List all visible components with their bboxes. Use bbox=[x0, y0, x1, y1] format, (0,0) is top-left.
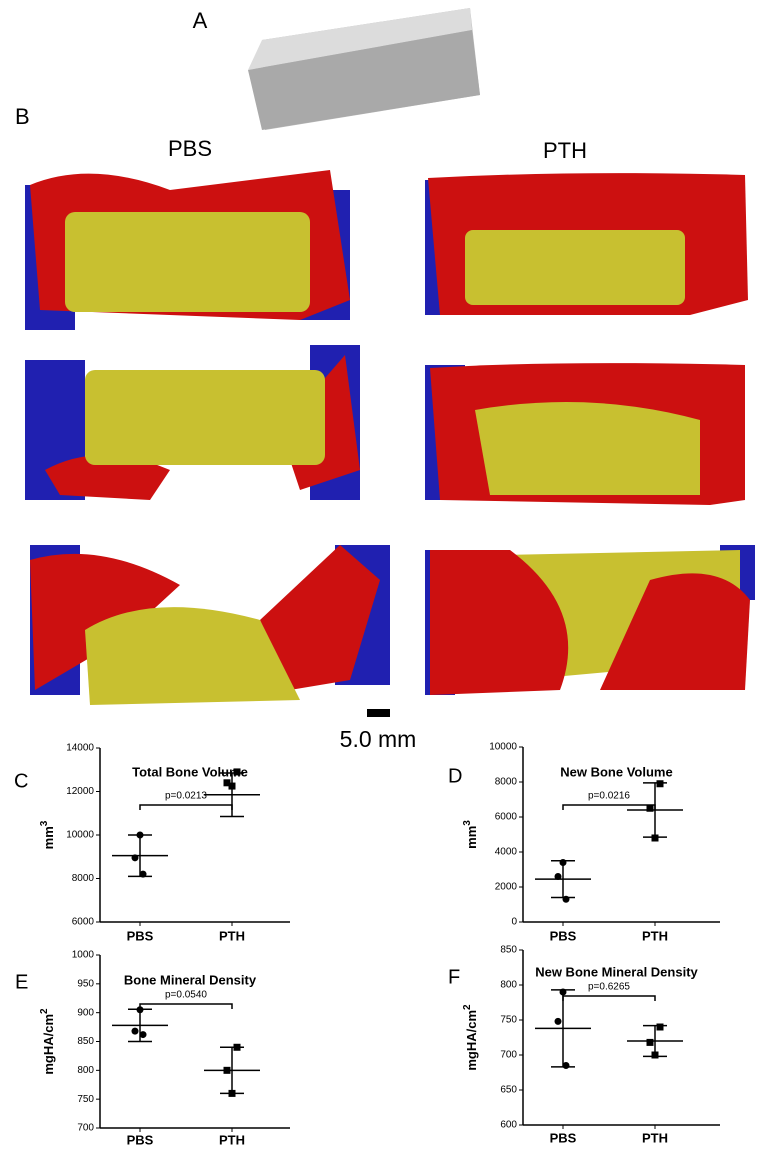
y-tick-label: 750 bbox=[500, 1015, 517, 1026]
significance-bracket bbox=[563, 996, 655, 1001]
column-label: PBS bbox=[168, 136, 212, 161]
data-point bbox=[652, 835, 659, 842]
data-point bbox=[647, 805, 654, 812]
column-label: PTH bbox=[543, 138, 587, 163]
panel-label: F bbox=[448, 966, 460, 988]
bone-image bbox=[248, 8, 480, 130]
y-tick-label: 750 bbox=[77, 1094, 94, 1105]
chart-title: New Bone Volume bbox=[560, 764, 672, 779]
panel-label: C bbox=[14, 770, 28, 792]
y-tick-label: 850 bbox=[500, 945, 517, 956]
y-axis-label-sup: 3 bbox=[462, 820, 473, 826]
significance-bracket bbox=[140, 1004, 232, 1009]
p-value: p=0.0213 bbox=[165, 791, 207, 802]
panel-label: B bbox=[15, 104, 30, 129]
y-tick-label: 2000 bbox=[495, 882, 518, 893]
figure: A B PBS PTH 5.0 mm C Total Bone Volume 600… bbox=[0, 0, 758, 1151]
y-tick-label: 700 bbox=[77, 1123, 94, 1134]
y-axis-label-sup: 2 bbox=[39, 1008, 50, 1014]
panel-label: E bbox=[15, 971, 28, 993]
data-point bbox=[560, 859, 567, 866]
scale-bar-label: 5.0 mm bbox=[340, 726, 417, 752]
data-point bbox=[647, 1039, 654, 1046]
p-value: p=0.0540 bbox=[165, 990, 207, 1001]
data-point bbox=[229, 1090, 236, 1097]
y-tick-label: 12000 bbox=[66, 786, 94, 797]
microct-images bbox=[25, 170, 755, 705]
data-point bbox=[234, 1044, 241, 1051]
data-point bbox=[657, 1024, 664, 1031]
y-axis-label: mgHA/cm2 bbox=[39, 1008, 56, 1075]
y-tick-label: 14000 bbox=[66, 743, 94, 754]
data-point bbox=[234, 768, 241, 775]
panel-label: A bbox=[193, 8, 208, 33]
data-point bbox=[229, 783, 236, 790]
data-point bbox=[563, 896, 570, 903]
y-tick-label: 6000 bbox=[72, 917, 95, 928]
data-point bbox=[132, 854, 139, 861]
y-axis-label-text: mm bbox=[464, 826, 479, 849]
chart-title: New Bone Mineral Density bbox=[535, 964, 698, 979]
x-tick-label: PBS bbox=[550, 1130, 577, 1145]
y-tick-label: 0 bbox=[511, 917, 517, 928]
data-point bbox=[224, 1067, 231, 1074]
p-value: p=0.0216 bbox=[588, 791, 630, 802]
x-tick-label: PBS bbox=[550, 928, 577, 943]
y-tick-label: 8000 bbox=[72, 873, 95, 884]
y-tick-label: 4000 bbox=[495, 847, 518, 858]
y-tick-label: 700 bbox=[500, 1050, 517, 1061]
p-value: p=0.6265 bbox=[588, 982, 630, 993]
y-tick-label: 800 bbox=[500, 980, 517, 991]
y-axis-label-sup: 3 bbox=[39, 820, 50, 826]
y-axis-label-text: mgHA/cm bbox=[41, 1014, 56, 1075]
data-point bbox=[132, 1028, 139, 1035]
y-axis-label-sup: 2 bbox=[462, 1004, 473, 1010]
y-axis-label-text: mm bbox=[41, 826, 56, 849]
x-tick-label: PTH bbox=[642, 928, 668, 943]
x-tick-label: PTH bbox=[642, 1130, 668, 1145]
y-tick-label: 950 bbox=[77, 978, 94, 989]
x-tick-label: PBS bbox=[127, 1132, 154, 1147]
y-tick-label: 600 bbox=[500, 1120, 517, 1131]
y-tick-label: 650 bbox=[500, 1085, 517, 1096]
y-axis-label: mm3 bbox=[39, 820, 56, 849]
significance-bracket bbox=[140, 805, 232, 810]
data-point bbox=[555, 1018, 562, 1025]
x-tick-label: PBS bbox=[127, 928, 154, 943]
chart-title: Bone Mineral Density bbox=[124, 972, 257, 987]
x-tick-label: PTH bbox=[219, 928, 245, 943]
y-axis-label-text: mgHA/cm bbox=[464, 1010, 479, 1071]
data-point bbox=[137, 832, 144, 839]
data-point bbox=[140, 1031, 147, 1038]
data-point bbox=[560, 989, 567, 996]
y-tick-label: 10000 bbox=[489, 742, 517, 753]
chart-title: Total Bone Volume bbox=[132, 764, 248, 779]
data-point bbox=[555, 873, 562, 880]
x-tick-label: PTH bbox=[219, 1132, 245, 1147]
y-tick-label: 850 bbox=[77, 1036, 94, 1047]
y-axis-label: mgHA/cm2 bbox=[462, 1004, 479, 1071]
y-tick-label: 8000 bbox=[495, 777, 518, 788]
panel-label: D bbox=[448, 765, 462, 787]
y-axis-label: mm3 bbox=[462, 820, 479, 849]
y-tick-label: 1000 bbox=[72, 950, 95, 961]
data-point bbox=[563, 1062, 570, 1069]
data-point bbox=[657, 780, 664, 787]
scale-bar bbox=[367, 709, 390, 717]
data-point bbox=[140, 871, 147, 878]
y-tick-label: 6000 bbox=[495, 812, 518, 823]
y-tick-label: 10000 bbox=[66, 830, 94, 841]
data-point bbox=[652, 1052, 659, 1059]
y-tick-label: 800 bbox=[77, 1065, 94, 1076]
y-tick-label: 900 bbox=[77, 1007, 94, 1018]
